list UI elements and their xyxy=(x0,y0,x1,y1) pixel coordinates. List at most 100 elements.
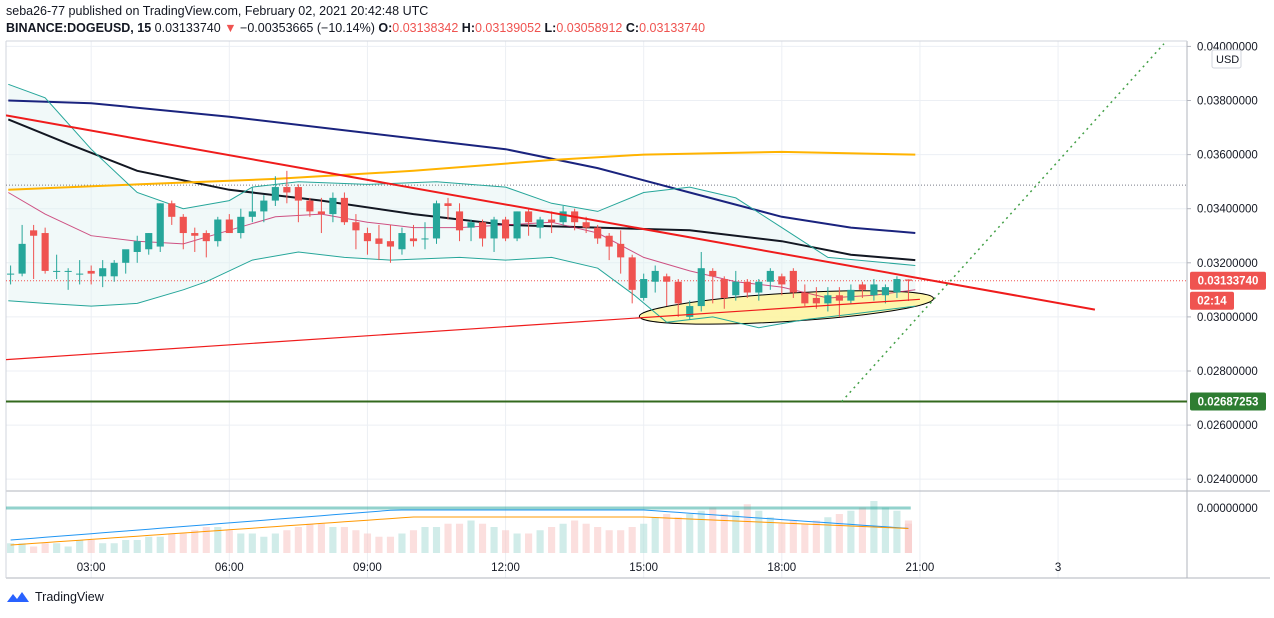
volume-bar xyxy=(674,517,682,553)
volume-bar xyxy=(732,510,740,553)
y-tick-label: 0.03200000 xyxy=(1197,258,1258,270)
candle-body xyxy=(110,262,118,277)
candle-body xyxy=(663,276,671,282)
candle-body xyxy=(432,203,441,239)
volume-bar xyxy=(271,533,279,553)
candle-body xyxy=(490,219,498,239)
volume-bar xyxy=(99,543,107,553)
volume-bar xyxy=(64,546,72,553)
y-tick-label: 0.02400000 xyxy=(1197,474,1258,486)
candle-body xyxy=(559,211,567,223)
x-tick-label: 09:00 xyxy=(353,562,382,574)
candle-body xyxy=(375,238,383,244)
candle-body xyxy=(99,268,107,277)
volume-bar xyxy=(340,527,348,553)
candle-body xyxy=(778,276,786,285)
candle-body xyxy=(881,287,889,296)
volume-bar xyxy=(766,517,774,553)
volume-bar xyxy=(720,514,728,553)
volume-bar xyxy=(237,533,245,553)
candle-body xyxy=(260,200,268,212)
candle-body xyxy=(7,273,15,275)
volume-bar xyxy=(7,543,15,553)
price-label-box xyxy=(1190,271,1266,290)
candle-body xyxy=(640,279,648,298)
indicator-line xyxy=(8,99,916,234)
x-tick-label: 06:00 xyxy=(215,562,244,574)
volume-bar xyxy=(847,510,855,553)
candle-body xyxy=(755,281,763,293)
candle-body xyxy=(237,216,245,234)
volume-bar xyxy=(283,530,291,553)
volume-bar xyxy=(179,533,187,553)
volume-bar xyxy=(444,523,452,553)
volume-bar xyxy=(110,543,118,553)
candle-body xyxy=(30,230,38,236)
symbol-label[interactable]: BINANCE:DOGEUSD, 15 xyxy=(6,21,152,35)
candle-body xyxy=(352,222,360,231)
currency-label: USD xyxy=(1216,54,1239,66)
volume-bar xyxy=(525,533,533,553)
volume-bar xyxy=(467,520,475,553)
volume-bar xyxy=(778,523,786,553)
volume-bar xyxy=(248,533,256,553)
volume-bar xyxy=(87,540,95,553)
y-tick-label: 0.02600000 xyxy=(1197,420,1258,432)
volume-bar xyxy=(640,523,648,553)
indicator-line xyxy=(8,251,916,329)
publisher-line: seba26-77 published on TradingView.com, … xyxy=(6,3,705,20)
low-value: 0.03058912 xyxy=(556,21,623,35)
plot-layer xyxy=(6,43,1187,403)
candle-body xyxy=(421,238,429,240)
volume-bar xyxy=(628,527,636,553)
plot-area xyxy=(6,41,1187,490)
candle-body xyxy=(455,211,464,231)
price-label-text: 0.03133740 xyxy=(1198,276,1259,288)
volume-bar xyxy=(478,523,487,553)
volume-bar xyxy=(824,517,832,553)
x-tick-label: 21:00 xyxy=(906,562,935,574)
volume-bar xyxy=(41,543,49,553)
y-tick-label: 0.02800000 xyxy=(1197,366,1258,378)
candle-body xyxy=(317,211,325,215)
volume-bar xyxy=(835,514,843,553)
volume-bar xyxy=(559,523,567,553)
candle-body xyxy=(513,211,521,239)
volume-bar xyxy=(812,520,820,553)
candle-body xyxy=(191,233,199,236)
chart-header: seba26-77 published on TradingView.com, … xyxy=(6,3,705,37)
volume-bar xyxy=(260,536,268,553)
x-tick-label: 03:00 xyxy=(77,562,106,574)
volume-bar xyxy=(490,527,498,553)
volume-bar xyxy=(145,536,153,553)
volume-bar xyxy=(663,514,671,553)
volume-bar xyxy=(76,540,84,553)
x-tick-label: 12:00 xyxy=(491,562,520,574)
volume-bar xyxy=(651,517,659,553)
candle-body xyxy=(122,249,130,263)
candle-body xyxy=(686,306,694,317)
x-tick-label: 18:00 xyxy=(767,562,796,574)
candle-body xyxy=(87,270,95,274)
candle-body xyxy=(225,219,233,234)
high-value: 0.03139052 xyxy=(475,21,542,35)
volume-bar xyxy=(743,504,751,553)
candle-body xyxy=(478,222,487,239)
candle-body xyxy=(41,233,49,271)
footer-brand[interactable]: TradingView xyxy=(6,590,104,604)
candle-body xyxy=(812,297,820,304)
volume-bar xyxy=(893,510,901,553)
publisher-text: seba26-77 published on TradingView.com, … xyxy=(6,4,429,18)
candle-body xyxy=(801,292,809,304)
candle-body xyxy=(53,270,61,272)
volume-bar xyxy=(53,543,61,553)
volume-bar xyxy=(168,533,176,553)
volume-bar xyxy=(225,530,233,553)
volume-bar xyxy=(363,533,372,553)
volume-axis-label: 0.00000000 xyxy=(1197,503,1258,515)
candle-body xyxy=(525,211,533,223)
currency-badge xyxy=(1211,49,1242,69)
volume-bar xyxy=(617,530,625,553)
candle-body xyxy=(306,200,314,212)
